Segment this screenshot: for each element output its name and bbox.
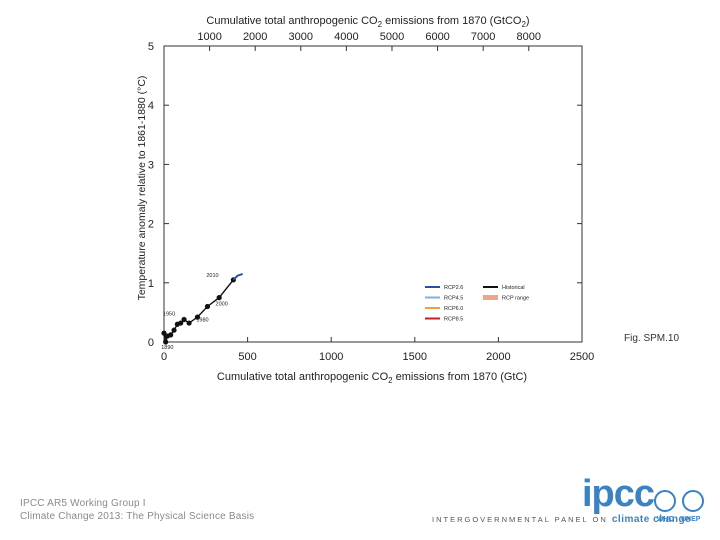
ipcc-tagline: INTERGOVERNMENTAL PANEL ON climate chang…: [432, 514, 691, 525]
historical-point: [181, 316, 187, 323]
historical-point: [204, 303, 211, 310]
top-tick-label: 8000: [517, 31, 541, 43]
historical-point: [168, 332, 174, 338]
series-line-rcp26: [232, 272, 243, 281]
top-tick-label: 5000: [380, 31, 404, 43]
historical-point: [216, 295, 222, 301]
year-label: 2000: [216, 301, 228, 307]
tagline-prefix: INTERGOVERNMENTAL PANEL ON: [432, 515, 612, 524]
year-label: 1950: [163, 311, 175, 317]
chart-title: Cumulative total anthropogenic CO2 emiss…: [206, 15, 529, 29]
historical-point: [171, 327, 177, 333]
who-logo-icon: [654, 490, 676, 512]
footer-line-2: Climate Change 2013: The Physical Scienc…: [20, 511, 255, 522]
year-label: 1890: [161, 345, 173, 351]
footer-line-1: IPCC AR5 Working Group I: [20, 498, 146, 509]
tagline-highlight: climate change: [611, 514, 692, 525]
axes-layer: 0 500 1000 1500 2000 2500 1000 2000 3000 4000 5000…: [148, 31, 594, 363]
y-tick-label: 2: [148, 219, 154, 231]
year-label: 1980: [196, 317, 208, 323]
x-tick-label: 0: [161, 351, 167, 363]
legend-label: RCP6.0: [444, 306, 463, 312]
historical-point: [178, 320, 184, 326]
y-tick-label: 1: [148, 278, 154, 290]
y-tick-label: 5: [148, 41, 154, 53]
top-tick-label: 3000: [289, 31, 313, 43]
historical-point: [194, 314, 201, 320]
plot-frame: [163, 45, 583, 343]
x-axis-label: Cumulative total anthropogenic CO2 emiss…: [217, 371, 527, 385]
top-tick-label: 4000: [334, 31, 358, 43]
x-tick-label: 2500: [570, 351, 594, 363]
historical-point: [163, 339, 169, 345]
unep-logo-icon: [682, 490, 704, 512]
historical-point: [161, 330, 167, 336]
y-tick-label: 4: [148, 100, 154, 112]
legend-label: Historical: [502, 285, 525, 291]
figure-label: Fig. SPM.10: [624, 333, 680, 344]
x-tick-label: 500: [238, 351, 256, 363]
legend-label: RCP8.5: [444, 317, 463, 323]
y-tick-label: 0: [148, 337, 154, 349]
y-tick-label: 3: [148, 159, 154, 171]
historical-point: [186, 320, 192, 326]
year-label: 2010: [206, 273, 218, 279]
series-layer: 1890 1950 1980 2000 2010: [161, 272, 243, 351]
top-tick-label: 6000: [425, 31, 449, 43]
top-tick-label: 2000: [243, 31, 267, 43]
legend: RCP2.6 RCP4.5 RCP6.0 RCP8.5 Historical RCP ra…: [425, 285, 529, 323]
legend-label: RCP2.6: [444, 285, 463, 291]
legend-swatch: [483, 295, 498, 300]
x-tick-label: 1000: [319, 351, 343, 363]
legend-label: RCP4.5: [444, 296, 463, 302]
footer-credit: IPCC AR5 Working Group I Climate Change …: [20, 497, 254, 523]
unep-label: UNEP: [681, 516, 701, 523]
y-axis-label: Temperature anomaly relative to 1861-188…: [136, 76, 148, 301]
legend-label: RCP range: [502, 296, 529, 302]
x-tick-label: 1500: [403, 351, 427, 363]
top-tick-label: 7000: [471, 31, 495, 43]
ipcc-logo: ipcc: [582, 473, 655, 515]
who-label: WHO: [657, 516, 675, 523]
top-tick-label: 1000: [197, 31, 221, 43]
x-tick-label: 2000: [486, 351, 510, 363]
